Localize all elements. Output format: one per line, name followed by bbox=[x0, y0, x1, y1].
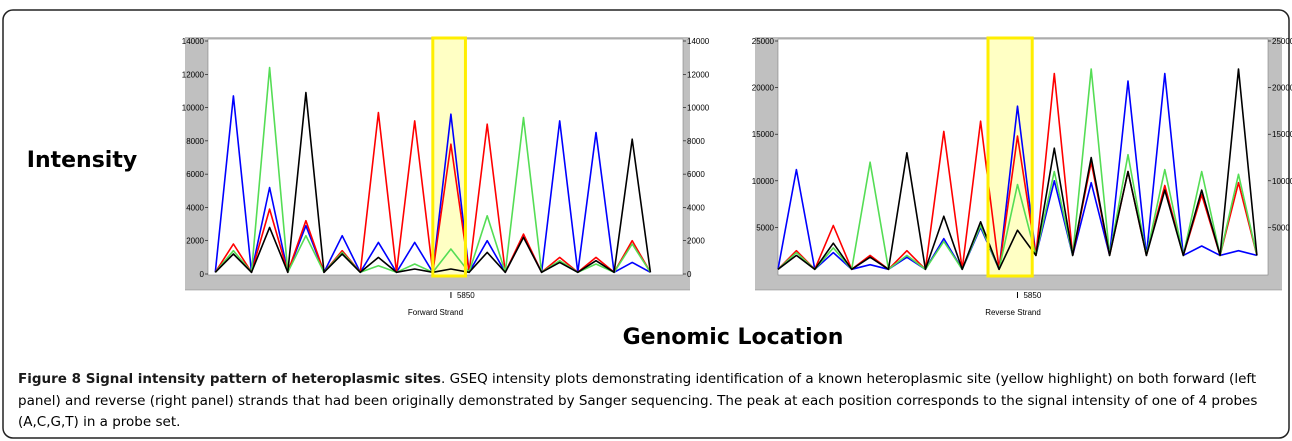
intensity-line bbox=[777, 72, 1258, 271]
y-tick-label-right: 8000 bbox=[687, 137, 705, 146]
y-tick-label-right: 14000 bbox=[687, 37, 710, 46]
panel-x-label: Reverse Strand bbox=[985, 308, 1041, 317]
y-tick-label-right: 6000 bbox=[687, 170, 705, 179]
highlight-border bbox=[431, 36, 467, 278]
intensity-line bbox=[777, 68, 1258, 271]
y-tick-label-left: 6000 bbox=[186, 170, 204, 179]
y-axis-title: Intensity bbox=[27, 148, 137, 173]
y-tick-label-left: 15000 bbox=[752, 130, 775, 139]
y-tick-label-right: 10000 bbox=[687, 104, 710, 113]
y-tick-label-left: 10000 bbox=[182, 104, 205, 113]
x-tick-label: 5850 bbox=[1023, 291, 1041, 300]
y-tick-label-left: 10000 bbox=[752, 177, 775, 186]
y-tick-label-right: 10000 bbox=[1272, 177, 1292, 186]
y-tick-label-right: 4000 bbox=[687, 203, 705, 212]
y-tick-label-right: 12000 bbox=[687, 70, 710, 79]
y-tick-label-left: 5000 bbox=[756, 223, 774, 232]
x-tick-label: 5850 bbox=[457, 291, 475, 300]
caption: Figure 8 Signal intensity pattern of het… bbox=[18, 369, 1280, 434]
y-tick-label-left: 12000 bbox=[182, 70, 205, 79]
y-tick-label-left: 20000 bbox=[752, 84, 775, 93]
y-tick-label-left: 25000 bbox=[752, 37, 775, 46]
y-tick-label-right: 20000 bbox=[1272, 84, 1292, 93]
caption-text: . GSEQ intensity plots demonstrating ide… bbox=[18, 371, 1258, 430]
y-tick-label-left: 0 bbox=[200, 270, 205, 279]
x-axis-title: Genomic Location bbox=[623, 325, 844, 350]
y-tick-label-left: 2000 bbox=[186, 237, 204, 246]
y-tick-label-right: 25000 bbox=[1272, 37, 1292, 46]
figure-border bbox=[2, 9, 1290, 439]
highlight-border bbox=[986, 36, 1034, 278]
y-tick-label-right: 0 bbox=[687, 270, 692, 279]
y-tick-label-left: 4000 bbox=[186, 203, 204, 212]
y-tick-label-right: 15000 bbox=[1272, 130, 1292, 139]
y-tick-label-left: 8000 bbox=[186, 137, 204, 146]
caption-label: Figure 8 Signal intensity pattern of het… bbox=[18, 371, 441, 387]
intensity-line bbox=[777, 68, 1258, 271]
y-tick-label-right: 2000 bbox=[687, 237, 705, 246]
panel-x-label: Forward Strand bbox=[408, 308, 463, 317]
y-tick-label-left: 14000 bbox=[182, 37, 205, 46]
y-tick-label-right: 5000 bbox=[1272, 223, 1290, 232]
